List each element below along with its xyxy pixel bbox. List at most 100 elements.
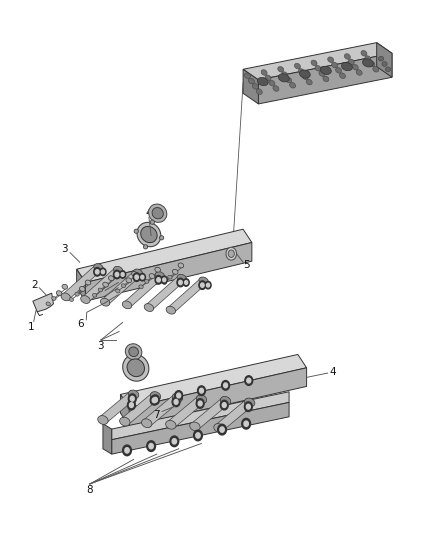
Ellipse shape (121, 284, 126, 288)
Ellipse shape (261, 70, 267, 75)
Ellipse shape (258, 77, 268, 86)
Circle shape (149, 443, 153, 449)
Circle shape (198, 386, 205, 395)
Circle shape (155, 276, 162, 284)
Ellipse shape (141, 227, 157, 243)
Circle shape (123, 445, 131, 456)
Circle shape (194, 430, 202, 441)
Ellipse shape (149, 273, 155, 279)
Circle shape (172, 439, 177, 444)
Ellipse shape (286, 77, 292, 83)
Ellipse shape (332, 62, 338, 68)
Ellipse shape (122, 301, 132, 309)
Text: 5: 5 (243, 261, 250, 270)
Circle shape (150, 395, 158, 405)
Ellipse shape (69, 297, 74, 302)
Circle shape (128, 394, 136, 403)
Circle shape (127, 400, 135, 410)
Ellipse shape (248, 78, 254, 84)
Polygon shape (169, 395, 204, 429)
Ellipse shape (116, 289, 120, 293)
Circle shape (207, 284, 209, 287)
Circle shape (161, 276, 167, 284)
Circle shape (100, 268, 106, 276)
Ellipse shape (321, 66, 331, 75)
Ellipse shape (385, 67, 391, 72)
Polygon shape (243, 69, 258, 104)
Polygon shape (125, 272, 162, 308)
Circle shape (242, 418, 251, 429)
Ellipse shape (81, 296, 90, 303)
Ellipse shape (166, 306, 176, 314)
Circle shape (246, 404, 251, 409)
Ellipse shape (228, 250, 234, 257)
Text: 6: 6 (78, 319, 85, 329)
Ellipse shape (365, 56, 371, 61)
Ellipse shape (298, 69, 304, 74)
Circle shape (163, 278, 166, 281)
Circle shape (130, 403, 133, 407)
Circle shape (172, 397, 180, 407)
Circle shape (223, 383, 228, 388)
Polygon shape (243, 43, 392, 80)
Ellipse shape (382, 61, 387, 67)
Circle shape (130, 397, 134, 401)
Ellipse shape (141, 419, 152, 427)
Ellipse shape (98, 416, 108, 424)
Circle shape (196, 399, 204, 408)
Polygon shape (103, 270, 140, 305)
Circle shape (170, 436, 179, 447)
Ellipse shape (57, 290, 62, 296)
Circle shape (244, 402, 252, 411)
Ellipse shape (133, 269, 143, 277)
Text: 2: 2 (31, 280, 38, 290)
Ellipse shape (278, 67, 284, 72)
Polygon shape (83, 267, 120, 303)
Ellipse shape (226, 247, 237, 260)
Circle shape (244, 421, 248, 426)
Ellipse shape (172, 393, 183, 402)
Ellipse shape (150, 392, 161, 400)
Text: 4: 4 (145, 208, 152, 218)
Ellipse shape (290, 83, 296, 88)
Ellipse shape (342, 62, 352, 71)
Circle shape (94, 268, 101, 276)
Ellipse shape (273, 86, 279, 91)
Circle shape (179, 280, 182, 285)
Circle shape (245, 376, 253, 385)
Ellipse shape (265, 75, 271, 80)
Text: 1: 1 (27, 322, 34, 332)
Polygon shape (147, 275, 184, 311)
Polygon shape (103, 424, 112, 454)
Ellipse shape (196, 395, 207, 403)
Ellipse shape (323, 76, 329, 82)
Ellipse shape (199, 277, 208, 285)
Polygon shape (377, 43, 392, 77)
Ellipse shape (148, 204, 167, 222)
Polygon shape (77, 269, 85, 301)
Ellipse shape (132, 271, 137, 277)
Ellipse shape (137, 222, 161, 247)
Ellipse shape (145, 279, 149, 284)
Ellipse shape (336, 68, 342, 73)
Ellipse shape (369, 61, 375, 67)
Ellipse shape (127, 359, 145, 377)
Ellipse shape (339, 73, 346, 78)
Circle shape (115, 272, 119, 277)
Circle shape (174, 400, 178, 405)
Polygon shape (169, 278, 206, 313)
Ellipse shape (256, 89, 262, 94)
Ellipse shape (356, 70, 362, 75)
Ellipse shape (166, 421, 176, 429)
Circle shape (175, 391, 183, 400)
Circle shape (222, 381, 230, 390)
Ellipse shape (139, 285, 143, 289)
Circle shape (222, 403, 226, 407)
Ellipse shape (85, 280, 91, 285)
Circle shape (220, 400, 228, 410)
Ellipse shape (159, 236, 164, 240)
Ellipse shape (162, 280, 166, 285)
Ellipse shape (348, 59, 354, 64)
Ellipse shape (378, 56, 384, 61)
Circle shape (95, 270, 99, 274)
